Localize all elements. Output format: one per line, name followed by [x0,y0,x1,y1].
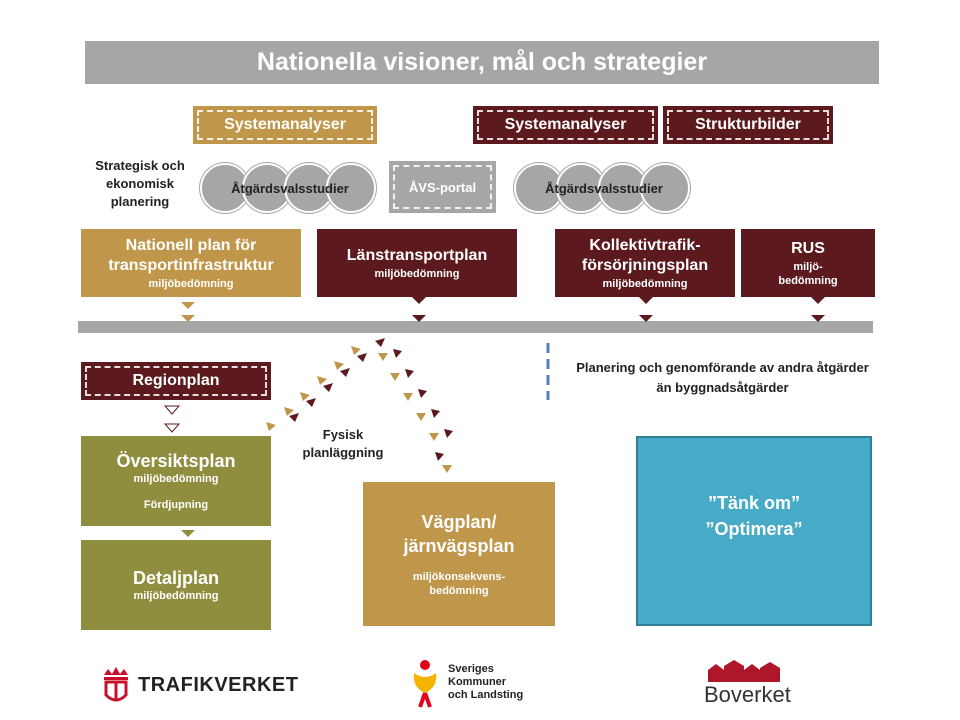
rus-title: RUS [791,239,825,257]
lanstransportplan-sub: miljöbedömning [374,267,460,280]
skl-line-3: och Landsting [448,689,524,701]
nationell-plan-title: Nationell plan för transportinfrastruktu… [108,236,274,274]
atgard-circles-left [200,163,376,213]
skl-line-1: Sveriges [448,663,494,675]
circle [242,163,292,213]
vagplan-sub: miljökonsekvens-bedömning [412,571,506,597]
avs-portal-box: ÅVS-portal [389,161,496,213]
triangle-down [811,315,825,322]
outline-triangle [163,405,181,415]
trafikverket-crown-icon [104,667,128,702]
trafikverket-text: TRAFIKVERKET [138,673,299,696]
oversiktsplan-title: Översiktsplan [116,450,236,471]
maroon-arrow-chain-right [393,349,453,461]
detaljplan-box: Detaljplan miljöbedömning [81,540,271,630]
kollektivtrafik-sub: miljöbedömning [602,277,688,290]
lanstransportplan-box: Länstransportplan miljöbedömning [317,229,517,297]
triangle-down [639,315,653,322]
atgard-left-label: Åtgärdsvalsstudier [231,180,349,196]
tank-om-text: ”Tänk om” [707,493,800,513]
oversiktsplan-sub: miljöbedömning [133,472,219,485]
trafikverket-logo: TRAFIKVERKET [100,660,300,710]
systemanalyser-right-label: Systemanalyser [504,116,627,133]
systemanalyser-box-left: Systemanalyser [193,106,377,144]
circle [640,163,690,213]
title-text: Nationella visioner, mål och strategier [256,48,708,76]
triangle-down [412,315,426,322]
gold-arrow-chain-right [378,353,452,473]
skl-figure-icon [413,659,437,708]
rus-box: RUS miljö-bedömning [741,229,875,297]
timeline-bar [78,321,873,333]
avs-portal-label: ÅVS-portal [408,179,477,195]
triangle-down [811,297,825,304]
strukturbilder-label: Strukturbilder [695,116,801,133]
boverket-text: Boverket [704,682,791,707]
nationell-plan-box: Nationell plan för transportinfrastruktu… [81,229,301,297]
planering-text: Planering och genomförande av andra åtgä… [576,360,869,395]
page-title: Nationella visioner, mål och strategier [85,41,879,84]
kollektivtrafik-title: Kollektivtrafik-försörjningsplan [581,236,709,274]
boverket-houses-icon [708,660,780,682]
skl-logo: Sveriges Kommuner och Landsting [408,655,558,710]
triangle-down [412,297,426,304]
outline-triangle [163,423,181,433]
optimera-text: ”Optimera” [705,519,803,539]
vagplan-title: Vägplan/ järnvägsplan [403,512,515,556]
regionplan-label: Regionplan [132,372,220,389]
triangle-down [181,315,195,322]
triangle-down [181,530,195,537]
gold-arrow-chain [266,346,361,431]
detaljplan-sub: miljöbedömning [133,589,219,602]
atgard-right-label: Åtgärdsvalsstudier [545,180,663,196]
systemanalyser-box-right: Systemanalyser [473,106,658,144]
circle [556,163,606,213]
detaljplan-title: Detaljplan [132,567,220,588]
lanstransportplan-title: Länstransportplan [346,246,488,264]
circle [326,163,376,213]
maroon-arrow-chain-left [289,338,385,422]
oversiktsplan-extra: Fördjupning [143,498,209,511]
vagplan-box: Vägplan/ järnvägsplan miljökonsekvens-be… [363,482,555,626]
kollektivtrafik-box: Kollektivtrafik-försörjningsplan miljöbe… [555,229,735,297]
regionplan-box: Regionplan [81,362,271,400]
oversiktsplan-box: Översiktsplan miljöbedömning Fördjupning [81,436,271,526]
systemanalyser-left-label: Systemanalyser [224,116,346,133]
strategic-label: Strategisk och ekonomisk planering [95,158,185,209]
triangle-down [181,302,195,309]
fysisk-label: Fysisk planläggning [302,427,384,460]
rus-sub: miljö-bedömning [778,260,838,287]
strukturbilder-box: Strukturbilder [663,106,833,144]
tank-om-box: ”Tänk om” ”Optimera” [636,436,872,626]
boverket-logo: Boverket [700,658,800,708]
skl-line-2: Kommuner [448,676,507,688]
nationell-plan-sub: miljöbedömning [148,277,234,290]
triangle-down [639,297,653,304]
atgard-circles-right [514,163,690,213]
